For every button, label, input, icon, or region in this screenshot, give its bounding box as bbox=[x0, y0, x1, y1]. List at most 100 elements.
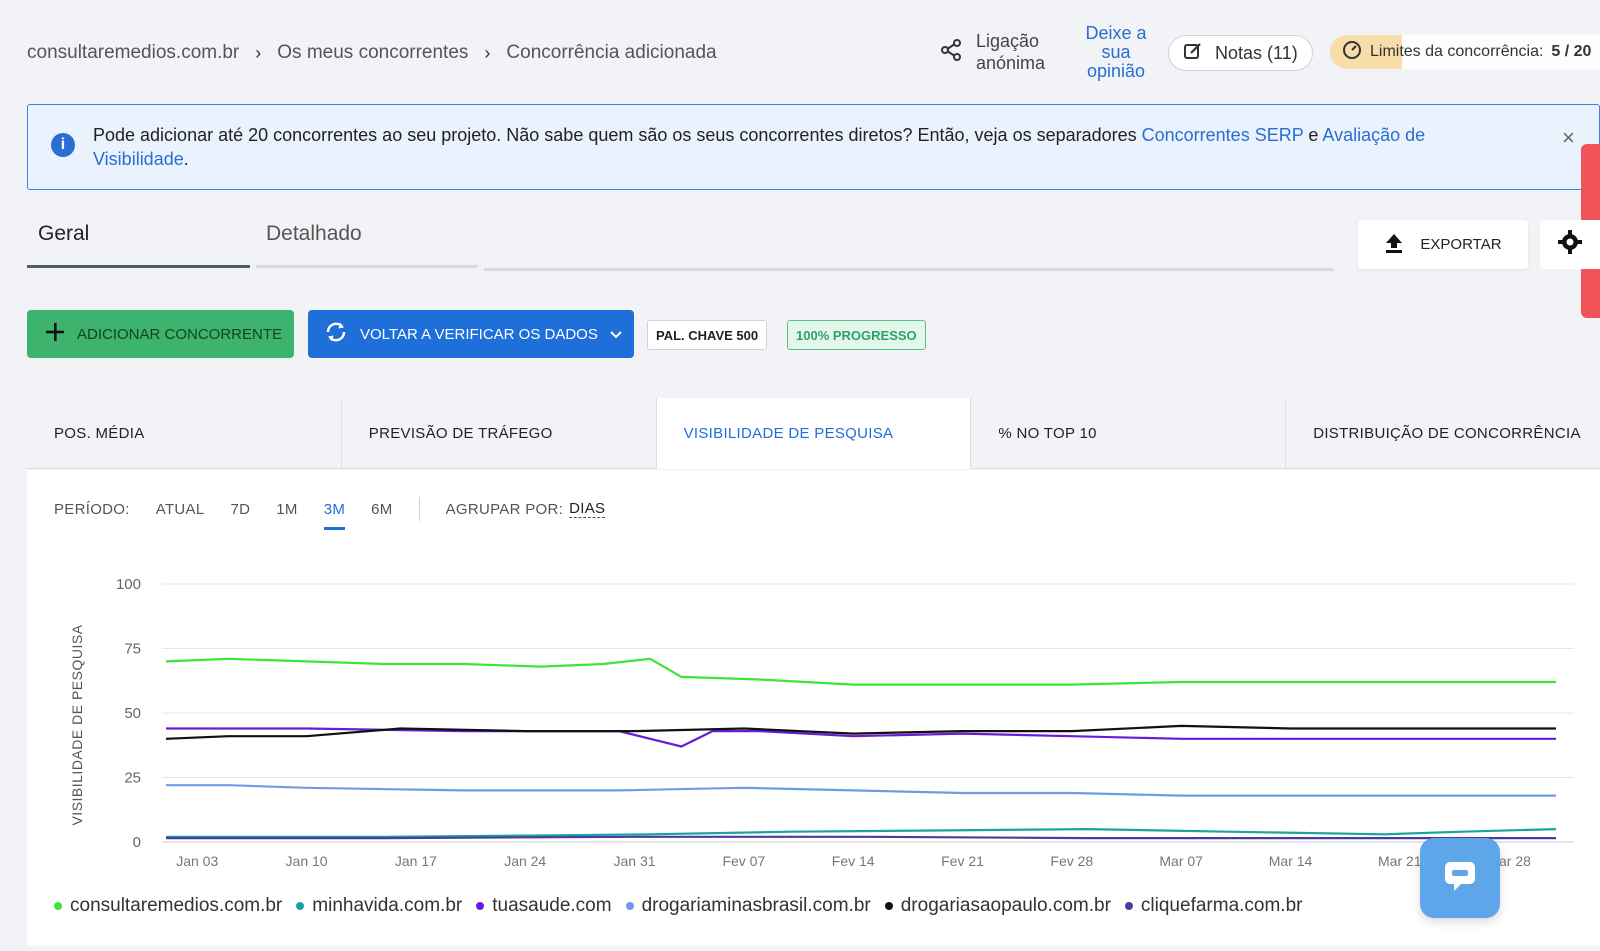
period-option-3m[interactable]: 3M bbox=[323, 500, 346, 530]
series-line-cliquefarma[interactable] bbox=[166, 835, 1556, 840]
y-tick-label: 50 bbox=[124, 705, 141, 722]
period-option-6m[interactable]: 6M bbox=[371, 500, 393, 518]
feedback-link[interactable]: Deixe a sua opinião bbox=[1085, 23, 1147, 81]
close-icon[interactable]: × bbox=[1562, 125, 1575, 150]
banner-text: Pode adicionar até 20 concorrentes ao se… bbox=[93, 125, 1426, 169]
upload-icon bbox=[1384, 232, 1404, 258]
breadcrumb-current: Concorrência adicionada bbox=[506, 42, 717, 63]
chevron-right-icon: › bbox=[484, 42, 491, 63]
tab-top10-percent[interactable]: % NO TOP 10 bbox=[971, 398, 1287, 469]
limits-value: 5 / 20 bbox=[1551, 43, 1592, 60]
legend-dot bbox=[476, 902, 485, 910]
tab-divider bbox=[484, 222, 1334, 271]
chart-legend: consultaremedios.com.br minhavida.com.br t… bbox=[54, 895, 1316, 917]
period-option-7d[interactable]: 7D bbox=[230, 500, 251, 518]
chevron-right-icon: › bbox=[255, 42, 262, 63]
keywords-badge: PAL. CHAVE 500 bbox=[647, 320, 768, 350]
chat-button[interactable] bbox=[1420, 838, 1500, 918]
y-tick-label: 0 bbox=[133, 834, 141, 851]
x-tick-label: Mar 21 bbox=[1378, 853, 1422, 869]
x-tick-label: Jan 10 bbox=[286, 853, 328, 869]
legend-item[interactable]: minhavida.com.br bbox=[296, 895, 462, 917]
tab-competition-distribution[interactable]: DISTRIBUIÇÃO DE CONCORRÊNCIA bbox=[1286, 398, 1600, 469]
visibility-rating-link[interactable]: Avaliação de Visibilidade bbox=[93, 125, 1426, 169]
series-line-minhavida[interactable] bbox=[166, 827, 1557, 838]
group-by-label: AGRUPAR POR: bbox=[445, 500, 564, 518]
legend-item[interactable]: consultaremedios.com.br bbox=[54, 895, 282, 917]
legend-item[interactable]: cliquefarma.com.br bbox=[1124, 895, 1303, 917]
y-tick-label: 75 bbox=[124, 641, 141, 658]
tab-traffic-forecast[interactable]: PREVISÃO DE TRÁFEGO bbox=[341, 398, 657, 469]
export-button[interactable]: EXPORTAR bbox=[1358, 220, 1528, 269]
legend-dot bbox=[1124, 902, 1133, 910]
legend-item[interactable]: tuasaude.com bbox=[476, 895, 612, 917]
x-tick-label: Mar 07 bbox=[1159, 853, 1203, 869]
chart-panel bbox=[27, 470, 1600, 946]
legend-label: consultaremedios.com.br bbox=[70, 895, 283, 916]
series-line-drogariaminasbrasil[interactable] bbox=[166, 784, 1556, 797]
legend-label: drogariasaopaulo.com.br bbox=[900, 895, 1111, 916]
refresh-icon bbox=[324, 320, 348, 348]
add-competitor-button[interactable]: ADICIONAR CONCORRENTE bbox=[27, 310, 294, 358]
anonymous-link-button[interactable]: Ligação anónima bbox=[940, 30, 1045, 74]
limits-label: Limites da concorrência: bbox=[1370, 43, 1544, 60]
period-option-atual[interactable]: ATUAL bbox=[155, 500, 205, 518]
legend-dot bbox=[296, 902, 305, 910]
info-banner: i Pode adicionar até 20 concorrentes ao … bbox=[27, 104, 1600, 190]
y-tick-label: 100 bbox=[116, 576, 141, 593]
tab-search-visibility[interactable]: VISIBILIDADE DE PESQUISA bbox=[656, 398, 972, 469]
competition-limits[interactable]: Limites da concorrência: 5 / 20 bbox=[1330, 35, 1600, 69]
series-line-drogariasaopaulo[interactable] bbox=[165, 724, 1556, 740]
chat-icon bbox=[1442, 859, 1478, 898]
group-by-select[interactable]: DIAS bbox=[569, 500, 606, 518]
tab-detalhado[interactable]: Detalhado bbox=[256, 222, 478, 268]
y-tick-label: 25 bbox=[124, 770, 141, 787]
export-label: EXPORTAR bbox=[1420, 236, 1502, 253]
tab-avg-position[interactable]: POS. MÉDIA bbox=[27, 398, 342, 469]
share-icon bbox=[940, 38, 962, 66]
legend-label: drogariaminasbrasil.com.br bbox=[641, 895, 871, 916]
share-label: Ligação anónima bbox=[976, 31, 1046, 73]
x-tick-label: Fev 07 bbox=[722, 853, 765, 869]
x-tick-label: Fev 21 bbox=[941, 853, 984, 869]
progress-badge: 100% PROGRESSO bbox=[787, 320, 926, 350]
x-tick-label: Fev 14 bbox=[832, 853, 875, 869]
tab-geral[interactable]: Geral bbox=[27, 222, 250, 268]
edit-note-icon bbox=[1183, 41, 1203, 66]
breadcrumb: consultaremedios.com.br › Os meus concor… bbox=[27, 40, 717, 66]
add-competitor-label: ADICIONAR CONCORRENTE bbox=[77, 325, 283, 343]
x-tick-label: Jan 24 bbox=[504, 853, 546, 869]
notes-label: Notas (11) bbox=[1215, 42, 1298, 63]
recheck-label: VOLTAR A VERIFICAR OS DADOS bbox=[360, 325, 598, 343]
breadcrumb-competitors[interactable]: Os meus concorrentes bbox=[277, 42, 469, 63]
y-axis-label: VISIBILIDADE DE PESQUISA bbox=[69, 624, 85, 825]
breadcrumb-project[interactable]: consultaremedios.com.br bbox=[27, 42, 240, 63]
legend-item[interactable]: drogariaminasbrasil.com.br bbox=[625, 895, 871, 917]
chevron-down-icon bbox=[610, 326, 622, 343]
legend-dot bbox=[54, 902, 62, 910]
gauge-icon bbox=[1342, 40, 1362, 65]
info-icon: i bbox=[51, 133, 75, 157]
x-tick-label: Mar 14 bbox=[1269, 853, 1313, 869]
legend-item[interactable]: drogariasaopaulo.com.br bbox=[884, 895, 1111, 917]
x-tick-label: Jan 03 bbox=[176, 853, 218, 869]
legend-dot bbox=[625, 902, 634, 910]
legend-label: cliquefarma.com.br bbox=[1140, 895, 1303, 916]
period-option-1m[interactable]: 1M bbox=[276, 500, 298, 518]
metric-tabs: POS. MÉDIA PREVISÃO DE TRÁFEGO VISIBILID… bbox=[27, 398, 1600, 470]
recheck-data-button[interactable]: VOLTAR A VERIFICAR OS DADOS bbox=[308, 310, 634, 358]
series-line-consultaremedios[interactable] bbox=[165, 657, 1556, 686]
divider bbox=[418, 497, 420, 521]
notes-button[interactable]: Notas (11) bbox=[1168, 35, 1313, 71]
settings-button[interactable] bbox=[1540, 220, 1600, 269]
x-tick-label: Jan 31 bbox=[614, 853, 656, 869]
period-selector: PERÍODO: ATUAL 7D 1M 3M 6M AGRUPAR POR: … bbox=[54, 497, 606, 530]
gear-icon bbox=[1557, 229, 1583, 260]
x-tick-label: Jan 17 bbox=[395, 853, 437, 869]
x-tick-label: Fev 28 bbox=[1050, 853, 1093, 869]
serp-competitors-link[interactable]: Concorrentes SERP bbox=[1141, 125, 1304, 145]
legend-label: minhavida.com.br bbox=[312, 895, 463, 916]
period-label: PERÍODO: bbox=[54, 500, 130, 518]
legend-label: tuasaude.com bbox=[492, 895, 612, 916]
